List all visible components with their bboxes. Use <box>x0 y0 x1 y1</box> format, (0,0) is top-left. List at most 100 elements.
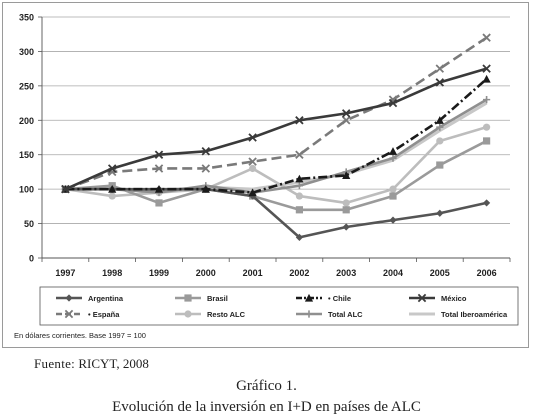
data-point <box>201 185 210 193</box>
x-tick-label: 2003 <box>336 268 356 278</box>
source-text: RICYT, 2008 <box>78 356 149 371</box>
data-point <box>295 150 304 159</box>
series-layer <box>61 33 491 241</box>
x-tick-label: 2006 <box>477 268 497 278</box>
data-point <box>435 78 445 87</box>
data-point <box>154 185 164 193</box>
data-point <box>61 184 70 194</box>
legend-item: Total ALC <box>296 310 363 319</box>
data-point <box>155 199 163 207</box>
data-point <box>305 310 313 318</box>
data-point <box>248 133 257 142</box>
data-point <box>483 199 491 207</box>
data-point <box>436 209 444 217</box>
series-line <box>64 67 487 191</box>
legend-label: Total Iberoamérica <box>441 310 508 319</box>
legend-item: Brasil <box>175 294 228 303</box>
y-tick-label: 200 <box>19 116 34 126</box>
source-label: Fuente: <box>34 356 76 371</box>
figure-title: Evolución de la inversión en I+D en país… <box>112 399 421 415</box>
data-point <box>341 116 351 125</box>
legend-item: • España <box>56 309 120 319</box>
data-point <box>201 164 211 173</box>
legend-item: Argentina <box>56 294 124 303</box>
x-tick-label: 2004 <box>383 268 403 278</box>
figure-label: Gráfico 1. <box>236 378 297 394</box>
series-line <box>64 36 488 191</box>
legend-label: • Chile <box>328 294 351 303</box>
data-point <box>482 74 491 83</box>
x-tick-label: 1999 <box>149 268 169 278</box>
data-point <box>154 164 164 173</box>
legend-item: Resto ALC <box>175 310 246 319</box>
legend-label: Resto ALC <box>207 310 246 319</box>
data-point <box>107 164 117 173</box>
y-tick-label: 250 <box>19 81 34 91</box>
y-tick-label: 350 <box>19 13 34 23</box>
legend-item: México <box>409 293 467 303</box>
y-tick-label: 300 <box>19 47 34 57</box>
data-point <box>483 123 491 131</box>
y-tick-label: 0 <box>29 254 34 264</box>
data-point <box>483 96 491 104</box>
data-point <box>435 116 444 124</box>
data-point <box>342 206 350 214</box>
x-tick-label: 2002 <box>289 268 309 278</box>
data-point <box>65 294 73 302</box>
data-point <box>184 294 192 302</box>
y-tick-label: 50 <box>24 219 34 229</box>
data-point <box>389 185 397 193</box>
series-line <box>65 77 488 194</box>
data-point <box>64 309 74 319</box>
series-espa-a <box>61 33 491 194</box>
data-point <box>295 174 304 183</box>
series-line <box>65 139 488 212</box>
data-point <box>295 182 303 190</box>
legend-item: Total Iberoamérica <box>409 310 508 319</box>
data-point <box>295 206 303 214</box>
x-tick-label: 2001 <box>243 268 263 278</box>
data-point <box>248 188 257 197</box>
data-point <box>483 137 491 145</box>
legend-item: • Chile <box>296 293 351 303</box>
legend-box <box>39 286 519 326</box>
data-point <box>388 147 398 155</box>
data-point <box>154 150 164 159</box>
data-point <box>295 116 304 125</box>
data-point <box>249 164 257 173</box>
data-point <box>389 192 397 200</box>
series-brasil <box>61 137 491 214</box>
data-point <box>304 293 314 302</box>
legend: Argentina Brasil • Chile México • España Rest… <box>39 286 519 326</box>
data-point <box>482 33 491 42</box>
data-point <box>482 64 491 73</box>
legend-label: Argentina <box>88 294 124 303</box>
series-line <box>65 187 487 239</box>
data-point <box>417 293 427 303</box>
y-tick-label: 100 <box>19 185 34 195</box>
data-point <box>108 192 116 200</box>
legend-label: Total ALC <box>328 310 363 319</box>
x-tick-label: 1997 <box>55 268 75 278</box>
x-tick-label: 2005 <box>430 268 450 278</box>
data-point <box>389 154 397 162</box>
data-point <box>184 310 192 318</box>
data-point <box>295 233 303 241</box>
series-chile <box>61 74 491 197</box>
data-point <box>388 98 398 108</box>
x-tick-label: 1998 <box>102 268 122 278</box>
data-point <box>436 123 444 131</box>
chart-note: En dólares corrientes. Base 1997 = 100 <box>14 331 146 340</box>
line-chart: 0 50 100 150 200 250 300 350 1997 1998 1999 2000 200… <box>19 13 519 326</box>
axis-layer: 0 50 100 150 200 250 300 350 1997 1998 1999 2000 200… <box>19 13 511 278</box>
data-point <box>342 223 350 231</box>
data-point <box>201 147 211 156</box>
series-m-xico <box>61 64 491 194</box>
data-point <box>342 171 351 179</box>
data-point <box>436 137 444 145</box>
data-point <box>342 199 350 207</box>
series-line <box>65 98 488 194</box>
source-line: Fuente: RICYT, 2008 <box>34 356 149 372</box>
data-point <box>108 185 117 193</box>
data-point <box>436 161 444 169</box>
